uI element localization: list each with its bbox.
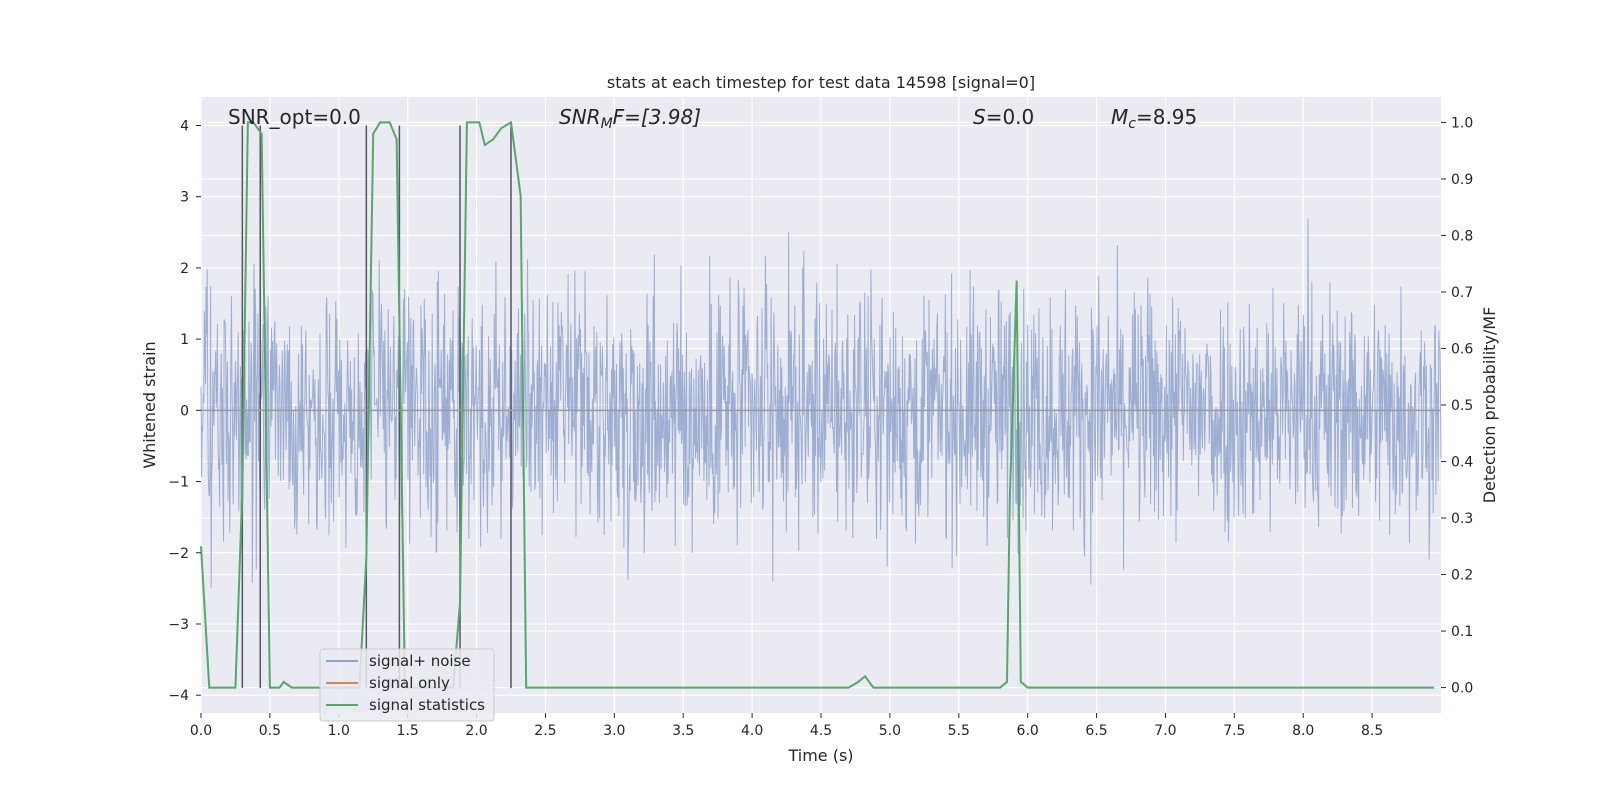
y-tick-label: 0 — [180, 403, 189, 419]
mc-value: =8.95 — [1136, 105, 1197, 129]
x-tick-label: 5.5 — [948, 723, 970, 739]
x-tick-label: 7.0 — [1154, 723, 1176, 739]
legend-label-stats: signal statistics — [369, 696, 485, 714]
y2-axis-title: Detection probability/MF — [1480, 307, 1499, 504]
s-value: =0.0 — [986, 105, 1035, 129]
signal-statistics-series — [200, 120, 1435, 689]
y2-tick-label: 0.5 — [1451, 398, 1473, 414]
mc-annotation: Mc=8.95 — [1111, 105, 1197, 132]
snr-mf-symbol: SNR — [559, 105, 601, 129]
signal-statistics-line — [200, 120, 1435, 689]
snr-mf-sub: M — [601, 116, 613, 132]
x-tick-label: 2.5 — [534, 723, 556, 739]
x-tick-label: 5.0 — [879, 723, 901, 739]
x-tick-label: 1.5 — [397, 723, 419, 739]
y-tick-label: 4 — [180, 118, 189, 134]
y-axis-title: Whitened strain — [140, 341, 159, 468]
s-symbol: S — [973, 105, 986, 129]
grid-lines — [200, 97, 1441, 713]
y2-tick-label: 1.0 — [1451, 115, 1473, 131]
y-tick-label: −4 — [168, 688, 189, 704]
y2-tick-label: 0.3 — [1451, 511, 1473, 527]
chart-title: stats at each timestep for test data 145… — [607, 73, 1035, 92]
tick-labels: 0.0 0.5 1.0 1.5 2.0 2.5 3.0 3.5 4.0 4.5 5.0 5.5 6.0 6… — [168, 115, 1473, 739]
y2-tick-label: 0.0 — [1451, 681, 1473, 697]
y-tick-label: 1 — [180, 332, 189, 348]
x-tick-label: 6.0 — [1017, 723, 1039, 739]
s-annotation: S=0.0 — [973, 105, 1034, 129]
y2-tick-label: 0.9 — [1451, 172, 1473, 188]
y-tick-label: −3 — [168, 617, 189, 633]
x-tick-label: 8.0 — [1292, 723, 1314, 739]
x-axis-title: Time (s) — [787, 746, 853, 765]
x-tick-label: 0.0 — [190, 723, 212, 739]
y2-tick-label: 0.4 — [1451, 455, 1473, 471]
snr-opt-annotation: SNR_opt=0.0 — [228, 105, 361, 129]
mc-symbol: M — [1111, 105, 1128, 129]
x-tick-label: 0.5 — [259, 723, 281, 739]
legend-label-signal: signal only — [369, 674, 450, 692]
x-tick-label: 7.5 — [1223, 723, 1245, 739]
x-tick-label: 2.0 — [465, 723, 487, 739]
snr-mf-value: F=[3.98] — [613, 105, 701, 129]
y-tick-label: 3 — [180, 190, 189, 206]
x-tick-label: 3.0 — [603, 723, 625, 739]
y2-tick-label: 0.7 — [1451, 285, 1473, 301]
x-tick-label: 6.5 — [1085, 723, 1107, 739]
x-tick-label: 4.5 — [810, 723, 832, 739]
y2-tick-label: 0.2 — [1451, 568, 1473, 584]
x-tick-label: 3.5 — [672, 723, 694, 739]
x-tick-label: 1.0 — [328, 723, 350, 739]
y-tick-label: −2 — [168, 546, 189, 562]
snr-mf-annotation: SNRMF=[3.98] — [559, 105, 701, 132]
y-tick-label: 2 — [180, 261, 189, 277]
legend-label-noise: signal+ noise — [369, 652, 471, 670]
mc-sub: c — [1128, 116, 1136, 132]
legend-box — [319, 648, 495, 722]
y-tick-label: −1 — [168, 475, 189, 491]
x-tick-label: 4.0 — [741, 723, 763, 739]
x-tick-label: 8.5 — [1361, 723, 1383, 739]
y2-tick-label: 0.6 — [1451, 341, 1473, 357]
y2-tick-label: 0.1 — [1451, 624, 1473, 640]
legend: signal+ noise signal only signal statist… — [319, 648, 495, 722]
y2-tick-label: 0.8 — [1451, 228, 1473, 244]
